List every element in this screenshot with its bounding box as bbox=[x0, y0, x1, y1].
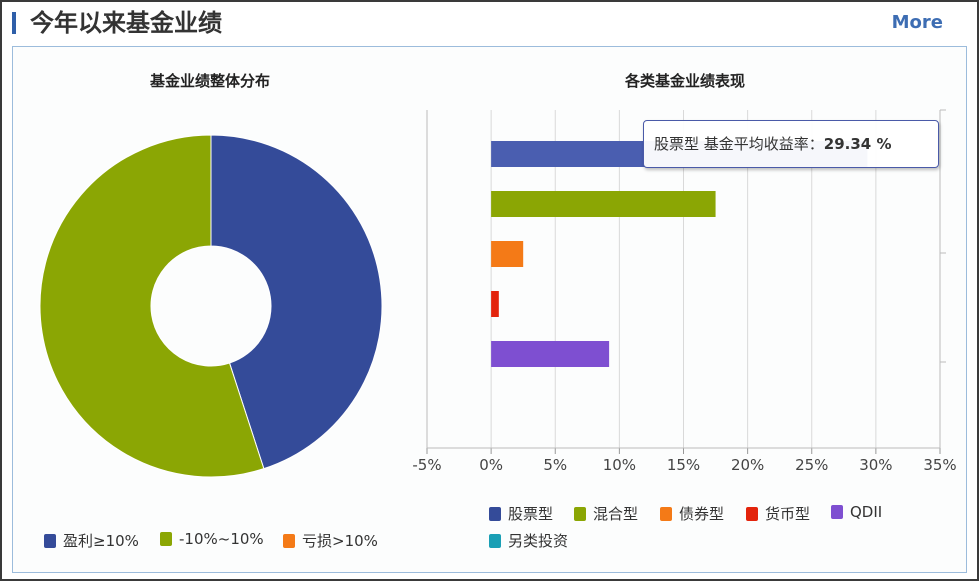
x-tick-label: 20% bbox=[731, 456, 764, 474]
legend-label: 混合型 bbox=[593, 505, 639, 523]
bar-legend-item-3[interactable]: 货币型 bbox=[746, 503, 810, 524]
legend-label: -10%~10% bbox=[179, 530, 264, 548]
legend-swatch bbox=[660, 506, 672, 521]
bar-legend-item-4[interactable]: QDII bbox=[831, 503, 882, 521]
legend-swatch bbox=[283, 533, 295, 548]
bar-chart-title: 各类基金业绩表现 bbox=[624, 72, 745, 90]
legend-label: 亏损>10% bbox=[302, 532, 378, 550]
legend-label: 债券型 bbox=[679, 505, 725, 523]
page-title: 今年以来基金业绩 bbox=[30, 9, 222, 37]
x-tick-label: 10% bbox=[603, 456, 636, 474]
tooltip-value: 29.34 % bbox=[823, 135, 892, 153]
x-tick-label: 5% bbox=[543, 456, 567, 474]
bar-2[interactable] bbox=[491, 241, 524, 267]
bar-tooltip: 股票型 基金平均收益率：29.34 % bbox=[643, 120, 939, 168]
pie-legend-item-0[interactable]: 盈利≥10% bbox=[44, 530, 139, 551]
tooltip-prefix: 股票型 基金平均收益率： bbox=[654, 135, 824, 153]
more-link[interactable]: More bbox=[891, 12, 943, 33]
x-tick-label: 30% bbox=[859, 456, 892, 474]
legend-label: 货币型 bbox=[765, 505, 811, 523]
legend-label: QDII bbox=[850, 503, 883, 521]
pie-chart-title: 基金业绩整体分布 bbox=[149, 72, 270, 90]
legend-swatch bbox=[489, 533, 501, 548]
x-tick-label: -5% bbox=[412, 456, 441, 474]
header: 今年以来基金业绩 More bbox=[6, 6, 973, 40]
bar-1[interactable] bbox=[491, 191, 716, 217]
bar-legend-item-5[interactable]: 另类投资 bbox=[489, 530, 568, 551]
bar-3[interactable] bbox=[491, 291, 499, 317]
pie-legend-item-2[interactable]: 亏损>10% bbox=[283, 530, 378, 551]
bar-legend-item-0[interactable]: 股票型 bbox=[489, 503, 553, 524]
legend-label: 另类投资 bbox=[508, 532, 569, 550]
x-tick-label: 0% bbox=[479, 456, 503, 474]
bar-legend-item-1[interactable]: 混合型 bbox=[574, 503, 638, 524]
legend-label: 股票型 bbox=[508, 505, 554, 523]
pie-legend-item-1[interactable]: -10%~10% bbox=[160, 530, 264, 548]
bar-4[interactable] bbox=[491, 341, 610, 367]
title-accent-bar bbox=[12, 12, 16, 34]
legend-swatch bbox=[44, 533, 56, 548]
x-tick-label: 35% bbox=[923, 456, 956, 474]
x-tick-label: 15% bbox=[667, 456, 700, 474]
legend-swatch bbox=[746, 506, 758, 521]
legend-swatch bbox=[160, 532, 172, 546]
legend-swatch bbox=[489, 506, 501, 521]
x-tick-label: 25% bbox=[795, 456, 828, 474]
legend-swatch bbox=[831, 505, 843, 519]
legend-label: 盈利≥10% bbox=[63, 532, 139, 550]
bar-legend-item-2[interactable]: 债券型 bbox=[660, 503, 724, 524]
legend-swatch bbox=[574, 506, 586, 521]
